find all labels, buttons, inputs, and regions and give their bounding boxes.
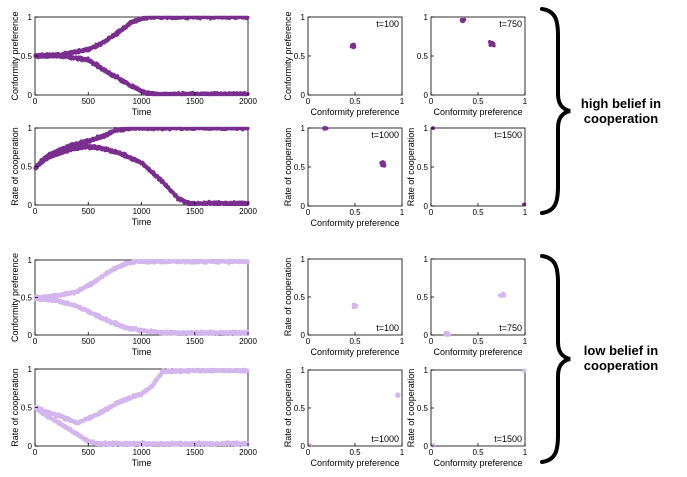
x-axis-label: Conformity preference [310,107,399,117]
x-tick-label: 0 [306,97,311,106]
time-annotation: t=750 [499,19,522,29]
x-tick-label: 1500 [186,97,204,106]
time-annotation: t=100 [376,19,399,29]
y-tick-label: 0.5 [417,52,429,61]
y-axis-label: Conformity preference [283,11,293,100]
y-tick-label: 0.5 [294,52,306,61]
x-tick-label: 0.5 [472,97,484,106]
x-tick-label: 0 [429,97,434,106]
x-axis-label: Conformity preference [433,107,522,117]
y-tick-label: 0 [28,91,33,100]
x-tick-label: 1 [400,97,405,106]
data-point [351,45,355,49]
data-point [246,15,250,19]
y-tick-label: 0 [424,91,429,100]
x-tick-label: 1000 [133,97,151,106]
y-tick-label: 1 [301,13,306,22]
x-tick-label: 2000 [239,97,257,106]
data-points [33,15,250,97]
data-point [246,126,250,130]
chart-panel-1: 0 500 1000 1500 2000 0 0.5 1 Time Conformity pref… [10,11,257,117]
y-tick-label: 1 [424,13,429,22]
x-tick-label: 1 [523,97,528,106]
x-tick-label: 500 [82,97,96,106]
data-point [460,17,464,22]
y-tick-label: 1 [28,13,33,22]
plot-frame [34,127,249,206]
y-tick-label: 0 [301,91,306,100]
y-tick-label: 0.5 [21,52,33,61]
x-axis-label: Time [132,107,152,117]
data-point [490,40,494,45]
x-tick-label: 0 [33,97,38,106]
y-axis-label: Conformity preference [10,11,20,100]
x-tick-label: 0.5 [349,97,361,106]
